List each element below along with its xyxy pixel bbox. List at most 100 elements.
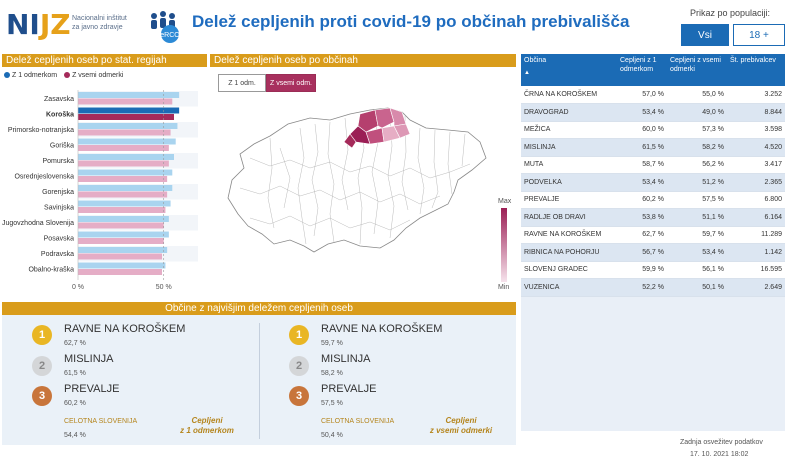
silver-medal-icon: 2 <box>289 356 309 376</box>
table-header-row: Občina ▲ Cepljeni z 1 odmerkom Cepljeni z… <box>521 54 785 86</box>
rank2-value-all: 58,2 % <box>321 370 343 377</box>
table-row[interactable]: RAVNE NA KOROŠKEM 62,7 % 59,7 % 11.289 <box>521 226 785 244</box>
logo-sub-line2: za javno zdravje <box>72 24 123 31</box>
table-row[interactable]: RADLJE OB DRAVI 53,8 % 51,1 % 6.164 <box>521 208 785 227</box>
cell-population: 1.142 <box>727 243 785 262</box>
table-row[interactable]: RIBNICA NA POHORJU 56,7 % 53,4 % 1.142 <box>521 243 785 262</box>
bar-all-doses[interactable] <box>78 145 169 151</box>
table-row[interactable]: MEŽICA 60,0 % 57,3 % 3.598 <box>521 121 785 139</box>
map-color-scale <box>501 208 507 282</box>
table-row[interactable]: MUTA 58,7 % 56,2 % 3.417 <box>521 156 785 174</box>
bar-all-doses[interactable] <box>78 176 168 182</box>
column-header-population[interactable]: Št. prebivalcev <box>727 54 785 86</box>
total-value-dose1: 54,4 % <box>64 432 86 439</box>
bar-all-doses[interactable] <box>78 207 166 213</box>
erco-badge-text: eRCO <box>160 32 180 39</box>
population-18plus-button[interactable]: 18 + <box>733 24 785 46</box>
legend-dot-all <box>64 72 71 79</box>
bar-all-doses[interactable] <box>78 129 171 136</box>
cell-all-doses: 53,4 % <box>667 243 727 262</box>
bar-dose1[interactable] <box>78 92 180 98</box>
cell-municipality: PREVALJE <box>521 191 617 209</box>
cell-municipality: MISLINJA <box>521 138 617 157</box>
x-tick-label: 50 % <box>156 284 172 291</box>
map-toggle-dose1[interactable]: Z 1 odm. <box>218 74 266 92</box>
bar-dose1[interactable] <box>78 200 171 207</box>
table-row[interactable]: PODVELKA 53,4 % 51,2 % 2.365 <box>521 173 785 192</box>
bar-all-doses[interactable] <box>78 253 162 260</box>
bar-dose1[interactable] <box>78 231 169 238</box>
cell-population: 6.800 <box>727 191 785 209</box>
cell-dose1: 57,0 % <box>617 86 667 104</box>
table-row[interactable]: MISLINJA 61,5 % 58,2 % 4.520 <box>521 138 785 157</box>
bar-dose1[interactable] <box>78 154 174 160</box>
rank2-name-all: MISLINJA <box>321 353 371 365</box>
cell-dose1: 60,0 % <box>617 121 667 139</box>
category-label: Gorenjska <box>42 189 74 196</box>
region-chart-legend: Z 1 odmerkom Z vsemi odmerki <box>4 72 128 79</box>
bar-dose1[interactable] <box>78 216 169 222</box>
category-label: Primorsko-notranjska <box>8 127 74 134</box>
municipality-map-panel: Z 1 odm. Z vsemi odm. Max Min <box>210 68 516 298</box>
caption-all-line1: Cepljeni <box>445 416 477 425</box>
table-row[interactable]: DRAVOGRAD 53,4 % 49,0 % 8.844 <box>521 103 785 122</box>
cell-all-doses: 59,7 % <box>667 226 727 244</box>
legend-item-all[interactable]: Z vsemi odmerki <box>64 72 123 79</box>
slovenia-map[interactable] <box>210 68 516 298</box>
rank1-name-all: RAVNE NA KOROŠKEM <box>321 323 443 335</box>
table-row[interactable]: VUZENICA 52,2 % 50,1 % 2.649 <box>521 278 785 297</box>
legend-dot-dose1 <box>4 72 10 79</box>
koroska-region[interactable] <box>343 107 411 149</box>
sort-ascending-icon[interactable]: ▲ <box>524 70 530 76</box>
legend-item-dose1[interactable]: Z 1 odmerkom <box>4 72 57 79</box>
column-header-municipality[interactable]: Občina ▲ <box>521 54 617 86</box>
cell-dose1: 58,7 % <box>617 156 667 174</box>
bar-dose1[interactable] <box>78 169 173 176</box>
bar-all-doses[interactable] <box>78 222 164 229</box>
table-row[interactable]: SLOVENJ GRADEC 59,9 % 56,1 % 16.595 <box>521 261 785 279</box>
top-municipalities-section-title: Občine z najvišjim deležem cepljenih ose… <box>2 302 516 315</box>
bar-all-doses[interactable] <box>78 114 174 120</box>
cell-dose1: 56,7 % <box>617 243 667 262</box>
erco-logo-icon: eRCO <box>151 11 180 43</box>
cell-dose1: 60,2 % <box>617 191 667 209</box>
bronze-medal-icon: 3 <box>32 386 52 406</box>
bar-all-doses[interactable] <box>78 238 164 244</box>
cell-population: 3.252 <box>727 86 785 104</box>
cell-population: 16.595 <box>727 261 785 279</box>
logo-sub-line1: Nacionalni inštitut <box>72 15 127 22</box>
bar-dose1[interactable] <box>78 247 168 253</box>
cell-dose1: 62,7 % <box>617 226 667 244</box>
bronze-medal-icon: 3 <box>289 386 309 406</box>
category-label: Jugovzhodna Slovenija <box>2 220 74 227</box>
cell-all-doses: 57,5 % <box>667 191 727 209</box>
bar-all-doses[interactable] <box>78 98 173 105</box>
column-header-dose1[interactable]: Cepljeni z 1 odmerkom <box>617 54 667 86</box>
bar-dose1[interactable] <box>78 262 166 269</box>
last-refresh-date: 17. 10. 2021 18:02 <box>690 451 749 458</box>
bar-all-doses[interactable] <box>78 191 168 198</box>
rank3-value-all: 57,5 % <box>321 400 343 407</box>
column-header-all-doses[interactable]: Cepljeni z vsemi odmerki <box>667 54 727 86</box>
cell-municipality: RADLJE OB DRAVI <box>521 208 617 227</box>
bar-all-doses[interactable] <box>78 269 162 275</box>
regions-section-title: Delež cepljenih oseb po stat. regijah <box>2 54 207 67</box>
category-label: Savinjska <box>44 205 74 212</box>
bar-dose1[interactable] <box>78 138 176 145</box>
bar-all-doses[interactable] <box>78 160 169 167</box>
table-row[interactable]: ČRNA NA KOROŠKEM 57,0 % 55,0 % 3.252 <box>521 86 785 104</box>
cell-dose1: 52,2 % <box>617 278 667 297</box>
bar-dose1[interactable] <box>78 123 178 129</box>
population-all-button[interactable]: Vsi <box>681 24 729 46</box>
map-toggle-all-doses[interactable]: Z vsemi odm. <box>266 74 316 92</box>
map-scale-min-label: Min <box>498 284 510 291</box>
category-label: Posavska <box>44 236 74 243</box>
category-label: Zasavska <box>44 96 74 103</box>
table-row[interactable]: PREVALJE 60,2 % 57,5 % 6.800 <box>521 191 785 209</box>
municipality-table-body: ČRNA NA KOROŠKEM 57,0 % 55,0 % 3.252 DRAVOGR… <box>521 86 785 297</box>
rank1-name-dose1: RAVNE NA KOROŠKEM <box>64 323 186 335</box>
silver-medal-icon: 2 <box>32 356 52 376</box>
bar-dose1[interactable] <box>78 185 173 191</box>
bar-dose1[interactable] <box>78 107 180 114</box>
rank3-name-all: PREVALJE <box>321 383 377 395</box>
